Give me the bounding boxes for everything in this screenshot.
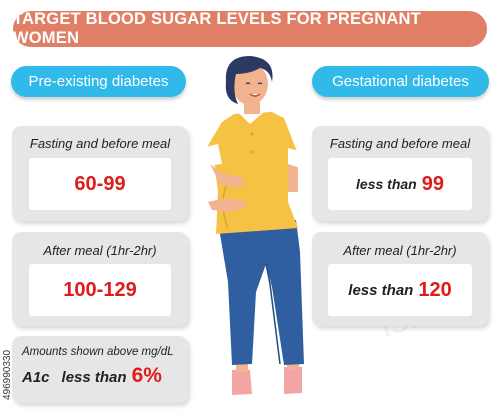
a1c-prefix: less than [61,369,127,386]
gestational-diabetes-heading: Gestational diabetes [312,66,489,97]
fasting-label: Fasting and before meal [329,136,471,151]
pre-existing-fasting-card: Fasting and before meal 60-99 [12,126,188,221]
after-meal-label: After meal (1hr-2hr) [43,243,157,258]
fasting-value: 99 [421,172,444,195]
pre-existing-diabetes-heading: Pre-existing diabetes [11,66,186,97]
fasting-prefix: less than [356,176,417,192]
fasting-range-value: 60-99 [74,172,126,195]
stock-image-id: 496990330 [2,349,13,400]
after-meal-prefix: less than [348,281,414,299]
after-meal-value: 120 [418,278,452,301]
page-title: TARGET BLOOD SUGAR LEVELS FOR PREGNANT W… [13,10,487,47]
a1c-row: A1c less than 6% [22,364,162,388]
fasting-value-box: 60-99 [29,158,171,210]
gestational-fasting-card: Fasting and before meal less than 99 [312,126,488,221]
a1c-card: Amounts shown above mg/dL A1c less than … [12,336,188,403]
after-meal-value-box: 100-129 [29,264,171,316]
a1c-value: 6% [131,364,162,387]
after-meal-value-box: less than 120 [328,264,472,316]
units-note: Amounts shown above mg/dL [22,346,174,358]
pregnant-woman-illustration [202,56,304,395]
gestational-after-meal-card: After meal (1hr-2hr) less than 120 [312,232,488,326]
fasting-value-box: less than 99 [328,158,472,210]
after-meal-range-value: 100-129 [63,278,137,301]
fasting-label: Fasting and before meal [29,136,171,151]
a1c-label: A1c [22,369,50,386]
after-meal-label: After meal (1hr-2hr) [343,243,457,258]
pre-existing-after-meal-card: After meal (1hr-2hr) 100-129 [12,232,188,326]
